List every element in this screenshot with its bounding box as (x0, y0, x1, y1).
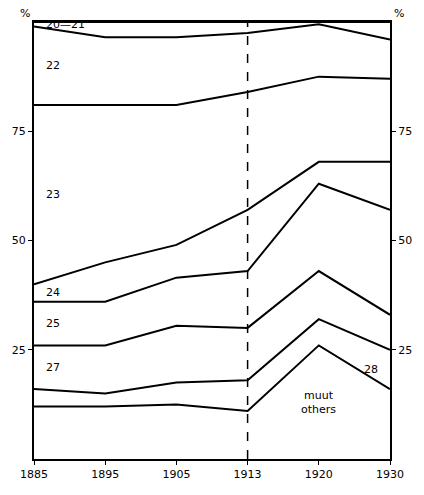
svg-text:28: 28 (364, 363, 378, 376)
svg-text:1920: 1920 (305, 468, 333, 481)
svg-text:1895: 1895 (91, 468, 119, 481)
svg-text:1905: 1905 (162, 468, 190, 481)
svg-text:20—21: 20—21 (46, 18, 85, 31)
svg-text:25: 25 (12, 344, 26, 357)
svg-text:25: 25 (398, 344, 412, 357)
svg-text:75: 75 (398, 125, 412, 138)
svg-text:%: % (20, 7, 30, 20)
svg-text:1885: 1885 (20, 468, 48, 481)
svg-text:50: 50 (12, 234, 26, 247)
svg-text:%: % (394, 7, 404, 20)
svg-text:27: 27 (46, 361, 60, 374)
svg-text:23: 23 (46, 188, 60, 201)
svg-text:1930: 1930 (376, 468, 404, 481)
svg-text:muutothers: muutothers (301, 389, 336, 416)
svg-text:22: 22 (46, 59, 60, 72)
svg-text:75: 75 (12, 125, 26, 138)
svg-text:24: 24 (46, 286, 60, 299)
svg-text:25: 25 (46, 317, 60, 330)
svg-text:50: 50 (398, 234, 412, 247)
svg-text:1913: 1913 (234, 468, 262, 481)
